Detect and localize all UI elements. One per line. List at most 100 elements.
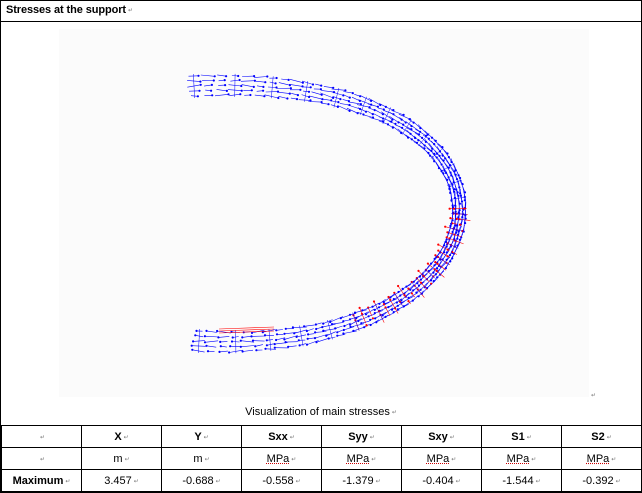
vector-node <box>262 85 265 88</box>
compression-vector <box>430 140 441 152</box>
unit-cell-sxx: MPa ↵ <box>241 447 322 470</box>
compression-vector <box>254 94 265 97</box>
unit-cell-x: m ↵ <box>81 447 162 470</box>
header-cell-s2: S2 ↵ <box>561 425 642 448</box>
vector-node <box>190 344 193 347</box>
compression-vector <box>307 337 317 340</box>
vector-node <box>315 327 318 331</box>
vector-node <box>211 94 214 97</box>
vector-node <box>275 76 278 80</box>
compression-vector <box>414 132 423 139</box>
compression-vector <box>240 80 255 82</box>
vector-node <box>381 120 385 123</box>
section-tick <box>271 76 274 99</box>
vector-node <box>217 336 220 339</box>
compression-vector <box>379 305 393 312</box>
vector-node <box>359 103 362 106</box>
vector-node <box>358 306 361 309</box>
vector-node <box>283 332 286 335</box>
vector-node <box>239 339 242 342</box>
vector-node <box>277 96 280 100</box>
section-tick <box>443 241 459 249</box>
vector-node <box>444 225 447 228</box>
vector-node <box>441 146 444 149</box>
compression-vector <box>417 124 428 135</box>
header-cell-y: Y ↵ <box>161 425 242 448</box>
vector-node <box>322 329 325 332</box>
compression-vector <box>284 332 297 335</box>
vector-node <box>196 95 199 98</box>
vector-node <box>400 299 403 302</box>
compression-vector <box>206 330 218 333</box>
vector-node <box>339 98 342 101</box>
compression-vector <box>343 91 353 94</box>
figure-caption: Visualization of main stresses ↵ <box>245 406 397 418</box>
vector-node <box>308 95 311 99</box>
tension-vector <box>385 307 391 317</box>
compression-vector <box>217 74 227 77</box>
vector-node <box>320 93 323 96</box>
vector-node <box>264 347 267 350</box>
vector-node <box>228 351 231 354</box>
vector-node <box>433 264 436 267</box>
vector-node <box>264 81 267 84</box>
vector-node <box>382 108 385 111</box>
vector-node <box>205 344 208 347</box>
section-tick <box>417 132 430 147</box>
compression-vector <box>343 326 354 331</box>
tension-vector <box>418 270 426 278</box>
vector-node <box>205 329 208 332</box>
section-tick <box>411 281 423 295</box>
vector-node <box>382 301 385 304</box>
vector-node <box>241 336 244 339</box>
vector-node <box>309 86 312 89</box>
compression-vector <box>438 158 445 171</box>
compression-vector <box>370 319 380 326</box>
compression-vector <box>314 333 329 339</box>
section-tick <box>451 213 467 215</box>
vector-node <box>364 110 368 113</box>
value-cell-x: 3.457 ↵ <box>81 469 162 492</box>
vector-node <box>384 105 387 108</box>
compression-vector <box>356 311 369 319</box>
vector-node <box>348 109 351 112</box>
compression-vector <box>391 110 404 116</box>
section-tick <box>333 87 340 108</box>
compression-vector <box>340 315 350 319</box>
vector-node <box>203 335 206 338</box>
vector-node <box>288 92 291 95</box>
vector-node <box>417 269 420 272</box>
vector-node <box>314 331 317 334</box>
vector-node <box>305 343 309 346</box>
section-tick <box>446 179 462 186</box>
vector-node <box>265 339 268 342</box>
section-tick <box>435 255 450 265</box>
vector-node <box>360 322 363 325</box>
compression-vector <box>206 345 217 348</box>
vector-node <box>384 306 387 309</box>
vector-node <box>299 88 302 91</box>
vector-node <box>283 338 286 341</box>
vector-node <box>327 103 330 106</box>
vector-node <box>373 109 376 112</box>
value-cell-s2: -0.392 ↵ <box>561 469 642 492</box>
section-tick <box>448 227 465 232</box>
vector-node <box>373 312 376 315</box>
compression-vector <box>401 296 414 303</box>
vector-node <box>364 313 368 316</box>
vector-node <box>238 78 241 82</box>
compression-vector <box>448 155 452 163</box>
vector-node <box>275 333 279 336</box>
header-cell-s1: S1 ↵ <box>481 425 562 448</box>
compression-vector <box>278 96 288 99</box>
vector-node <box>463 207 466 210</box>
compression-vector <box>368 107 375 111</box>
compression-vector <box>415 128 427 137</box>
compression-vector <box>389 116 399 123</box>
value-cell-sxx: -0.558 ↵ <box>241 469 322 492</box>
tension-vector <box>397 285 405 296</box>
vector-node <box>458 202 461 205</box>
vector-node <box>436 152 439 155</box>
compression-vector <box>306 340 319 345</box>
